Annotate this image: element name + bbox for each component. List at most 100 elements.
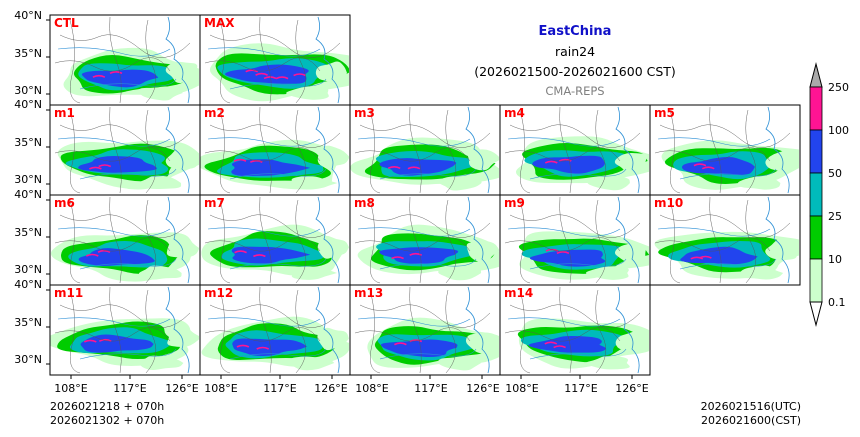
rain-patch-east bbox=[614, 152, 647, 174]
province-border bbox=[54, 327, 171, 342]
river bbox=[529, 168, 627, 180]
map-panel-m11: m11 bbox=[46, 284, 201, 379]
colorbar: 250 100 50 25 10 0.1 bbox=[809, 62, 849, 327]
river bbox=[679, 168, 777, 180]
period-title: (2026021500-2026021600 CST) bbox=[474, 64, 676, 79]
colorbar-label-0.1: 0.1 bbox=[828, 296, 846, 309]
province-border bbox=[204, 327, 321, 342]
init-time-cst: 2026021302 + 070h bbox=[50, 414, 164, 427]
rain-patch-south bbox=[290, 176, 338, 190]
rain-band-3 bbox=[529, 249, 606, 267]
rain-band-3 bbox=[680, 246, 758, 265]
river bbox=[507, 137, 621, 147]
river bbox=[79, 78, 177, 90]
province-border bbox=[595, 199, 607, 284]
panel-grid: CTL MAX m1 m2 m3 m4 m5 m6 m7 m8 m9 m10 m11 m12 m13 m14 bbox=[46, 14, 801, 379]
province-border bbox=[209, 124, 341, 148]
province-border bbox=[69, 109, 81, 194]
colorbar-bin-25-50 bbox=[809, 172, 823, 217]
heavy-rain-streak bbox=[409, 252, 423, 256]
province-border bbox=[559, 286, 572, 374]
heavy-rain-streak bbox=[255, 72, 268, 76]
colorbar-bin-100-250 bbox=[809, 86, 823, 131]
lon-label-117: 117°E bbox=[263, 382, 296, 395]
rain-patch-south bbox=[587, 176, 630, 191]
province-border bbox=[209, 214, 341, 238]
province-border bbox=[295, 289, 307, 374]
coastline bbox=[615, 286, 640, 374]
river bbox=[207, 47, 321, 57]
lon-label-108: 108°E bbox=[204, 382, 237, 395]
colorbar-label-250: 250 bbox=[828, 81, 849, 94]
province-border bbox=[145, 199, 157, 284]
province-border bbox=[359, 124, 491, 148]
province-border bbox=[59, 124, 191, 148]
province-border bbox=[259, 286, 272, 374]
river bbox=[657, 137, 771, 147]
heavy-rain-streak bbox=[699, 255, 712, 259]
province-border bbox=[295, 19, 307, 104]
heavy-rain-streak bbox=[293, 73, 306, 77]
heavy-rain-streak bbox=[394, 342, 407, 346]
province-border bbox=[354, 237, 471, 252]
lon-label-108: 108°E bbox=[54, 382, 87, 395]
lat-label-30: 30°N bbox=[14, 353, 42, 366]
river bbox=[57, 227, 171, 237]
panel-label-m4: m4 bbox=[504, 106, 525, 120]
province-border bbox=[709, 106, 722, 194]
river bbox=[229, 348, 327, 360]
rain-patch-east bbox=[317, 327, 349, 351]
colorbar-under-arrow bbox=[809, 301, 823, 327]
rain-patch-south bbox=[438, 266, 482, 281]
lat-label-30: 30°N bbox=[14, 173, 42, 186]
panel-label-m9: m9 bbox=[504, 196, 525, 210]
colorbar-over-arrow bbox=[809, 62, 823, 88]
coastline bbox=[465, 286, 490, 374]
map-panel-m9: m9 bbox=[499, 194, 651, 286]
province-border bbox=[204, 147, 321, 162]
province-border bbox=[409, 286, 422, 374]
province-border bbox=[295, 109, 307, 194]
heavy-rain-streak bbox=[544, 160, 558, 164]
province-border bbox=[354, 327, 471, 342]
province-border bbox=[509, 304, 641, 328]
province-border bbox=[659, 124, 791, 148]
rain-patch-south bbox=[290, 266, 338, 280]
coastline bbox=[765, 196, 790, 284]
map-panel-m5: m5 bbox=[649, 104, 801, 196]
heavy-rain-streak bbox=[263, 76, 277, 80]
panel-label-m1: m1 bbox=[54, 106, 75, 120]
heavy-rain-streak bbox=[545, 248, 559, 252]
lat-label-35: 35°N bbox=[14, 226, 42, 239]
province-border bbox=[109, 106, 122, 194]
region-title: EastChina bbox=[539, 24, 612, 39]
rain-patch-south bbox=[738, 265, 784, 280]
lon-label-117: 117°E bbox=[414, 382, 447, 395]
province-border bbox=[595, 289, 607, 374]
province-border bbox=[504, 237, 621, 252]
rain-patch-south bbox=[286, 86, 329, 100]
colorbar-label-100: 100 bbox=[828, 124, 849, 137]
variable-title: rain24 bbox=[555, 44, 595, 59]
province-border bbox=[209, 304, 341, 328]
rain-patch-south bbox=[585, 356, 630, 370]
province-border bbox=[295, 199, 307, 284]
panel-label-m8: m8 bbox=[354, 196, 375, 210]
river bbox=[57, 137, 171, 147]
heavy-rain-streak bbox=[556, 251, 570, 255]
heavy-rain-streak bbox=[109, 71, 123, 75]
province-border bbox=[109, 196, 122, 284]
map-panel-m10: m10 bbox=[649, 194, 801, 286]
river bbox=[357, 317, 471, 327]
river bbox=[207, 227, 321, 237]
lat-label-35: 35°N bbox=[14, 316, 42, 329]
rain-patch-south bbox=[438, 356, 482, 371]
coastline bbox=[615, 106, 640, 194]
rain-band-3 bbox=[232, 338, 307, 357]
province-border bbox=[209, 34, 341, 58]
province-border bbox=[654, 237, 771, 252]
rain-patch-east bbox=[166, 236, 199, 258]
province-border bbox=[595, 109, 607, 194]
river bbox=[79, 168, 177, 180]
